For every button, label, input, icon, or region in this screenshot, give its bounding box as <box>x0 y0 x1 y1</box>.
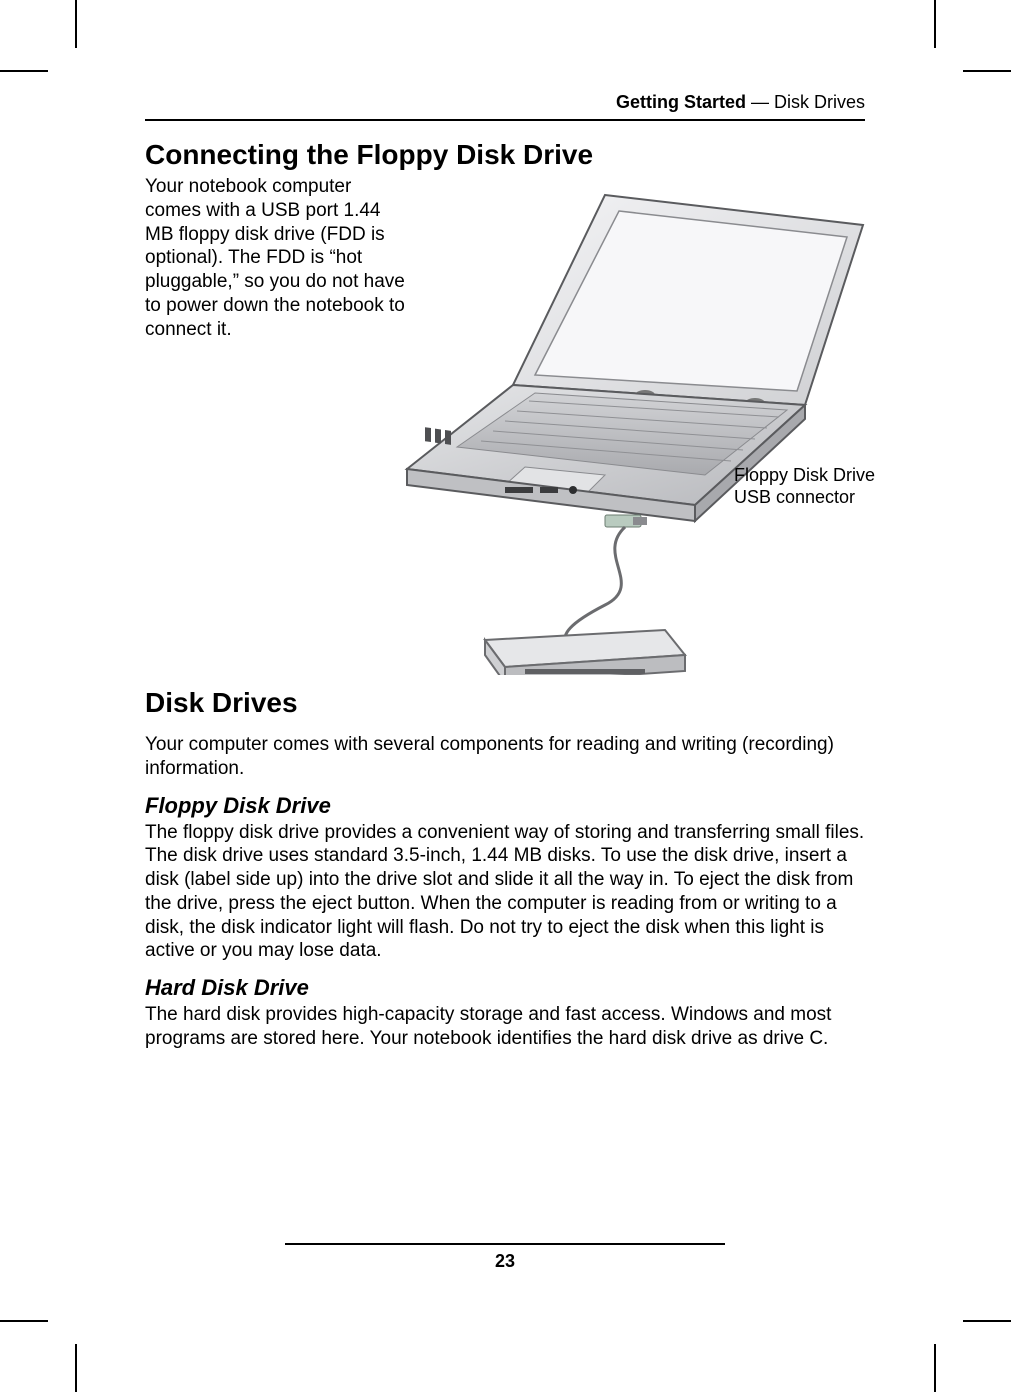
page-content: Getting Started — Disk Drives Connecting… <box>145 92 865 1063</box>
subheading-hdd: Hard Disk Drive <box>145 975 865 1001</box>
crop-mark <box>963 70 1011 72</box>
intro-block: Your notebook computer comes with a USB … <box>145 175 865 685</box>
crop-mark <box>75 0 77 48</box>
figure-label-line1: Floppy Disk Drive <box>734 465 875 485</box>
paragraph-floppy: The floppy disk drive provides a conveni… <box>145 821 865 964</box>
page-footer: 23 <box>145 1243 865 1273</box>
heading-disk-drives: Disk Drives <box>145 687 865 719</box>
running-header: Getting Started — Disk Drives <box>145 92 865 121</box>
header-sep: — <box>746 92 774 112</box>
paragraph-overview: Your computer comes with several compone… <box>145 733 865 781</box>
paragraph-hdd: The hard disk provides high-capacity sto… <box>145 1003 865 1051</box>
figure-label: Floppy Disk Drive USB connector <box>734 465 875 508</box>
footer-rule <box>285 1243 725 1246</box>
heading-connecting-fdd: Connecting the Floppy Disk Drive <box>145 139 865 171</box>
crop-mark <box>75 1344 77 1392</box>
header-chapter: Getting Started <box>616 92 746 112</box>
page-number: 23 <box>145 1251 865 1272</box>
crop-mark <box>0 1320 48 1322</box>
crop-mark <box>0 70 48 72</box>
crop-mark <box>934 0 936 48</box>
header-section: Disk Drives <box>774 92 865 112</box>
laptop-illustration: Floppy Disk Drive USB connector <box>395 185 875 675</box>
intro-paragraph: Your notebook computer comes with a USB … <box>145 175 405 341</box>
crop-mark <box>934 1344 936 1392</box>
crop-mark <box>963 1320 1011 1322</box>
figure-label-line2: USB connector <box>734 487 855 507</box>
subheading-floppy: Floppy Disk Drive <box>145 793 865 819</box>
